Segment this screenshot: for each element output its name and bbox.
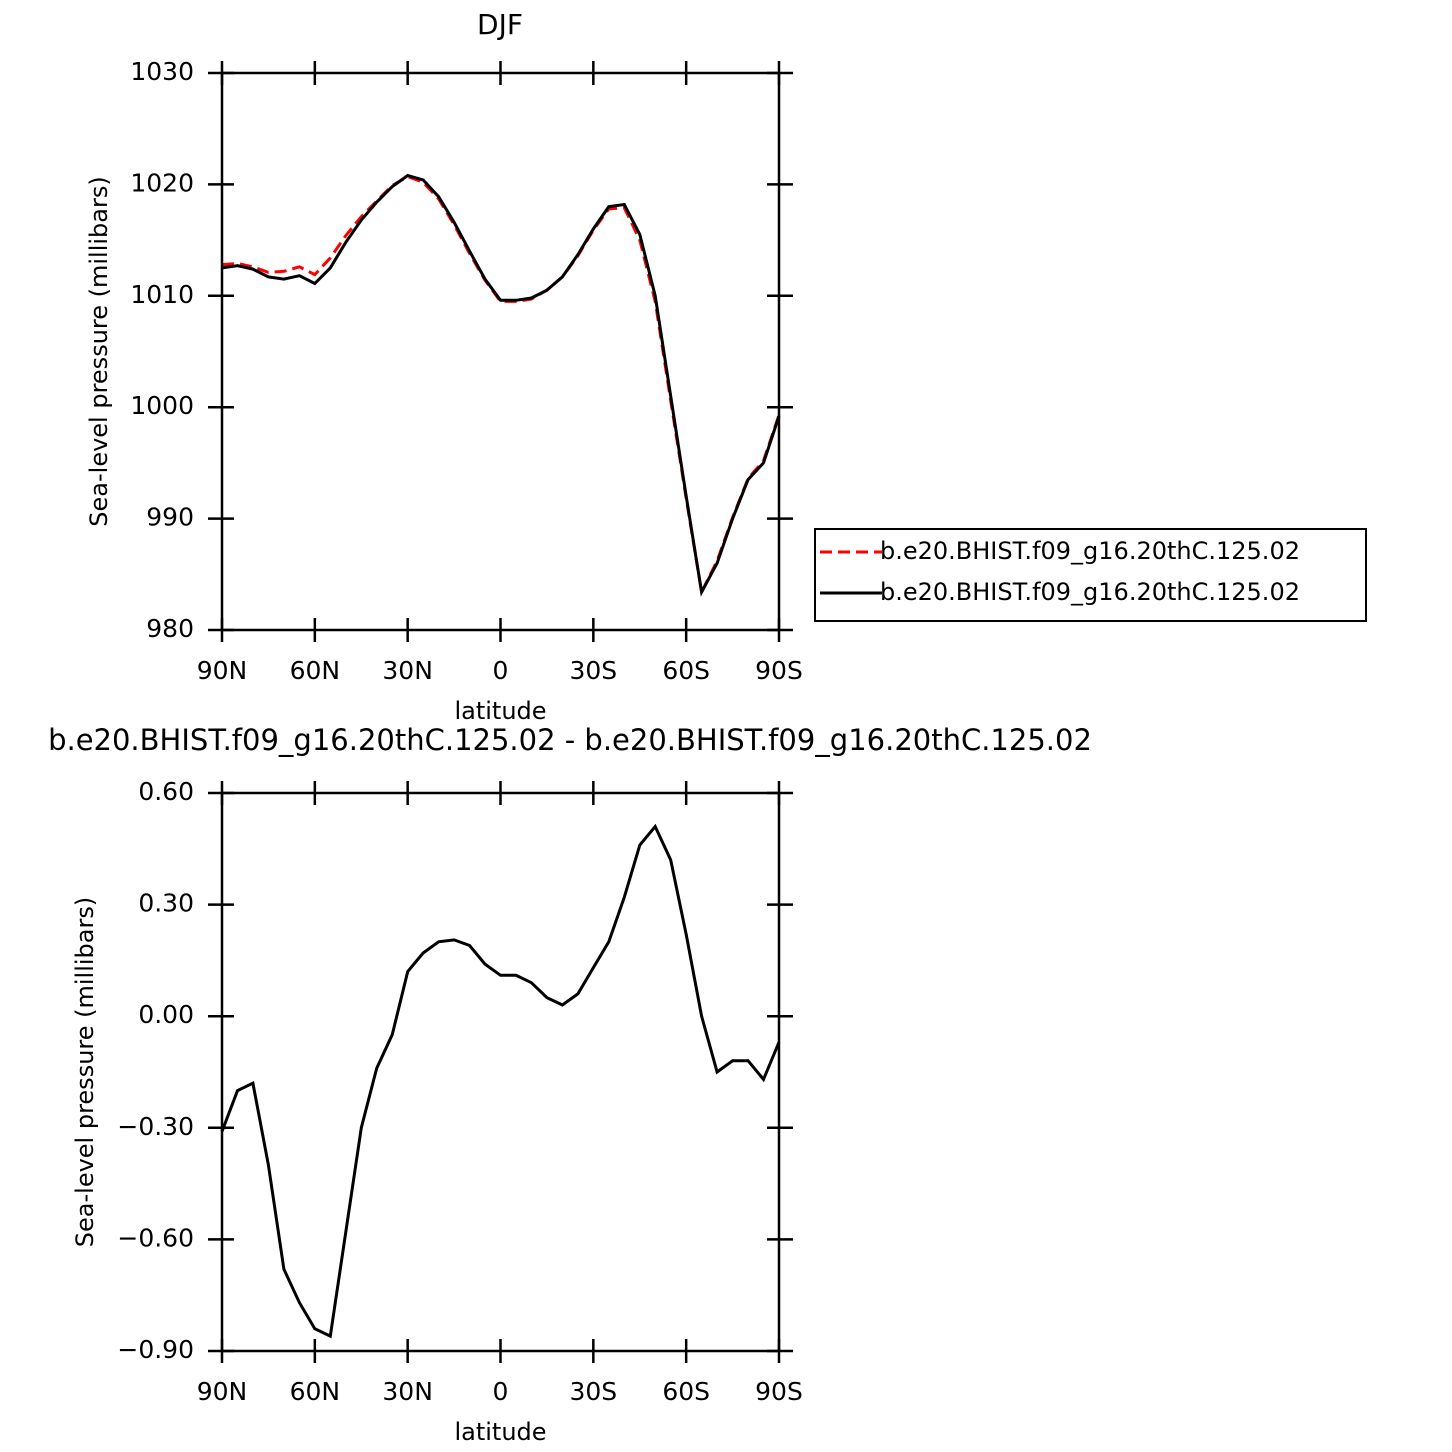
y-tick-label: 1030 xyxy=(130,57,194,86)
legend-box xyxy=(814,528,1367,622)
x-tick-label: 60S xyxy=(662,656,710,685)
plot-frame xyxy=(220,71,781,632)
x-tick-label: 90S xyxy=(755,1377,803,1406)
data-line xyxy=(220,823,781,1339)
x-tick-label: 30S xyxy=(569,656,617,685)
x-tick-label: 90S xyxy=(755,656,803,685)
y-tick-label: 0.60 xyxy=(138,777,194,806)
y-tick-label: −0.60 xyxy=(117,1223,194,1252)
data-line xyxy=(221,173,781,597)
y-tick-label: 1020 xyxy=(130,168,194,197)
x-tick-label: 90N xyxy=(197,1377,248,1406)
x-tick-label: 30S xyxy=(569,1377,617,1406)
x-tick-label: 60N xyxy=(290,1377,341,1406)
x-tick-label: 90N xyxy=(197,656,248,685)
x-tick-label: 0 xyxy=(493,1377,509,1406)
x-tick-label: 30N xyxy=(382,1377,433,1406)
y-tick-label: 1000 xyxy=(130,391,194,420)
x-tick-label: 30N xyxy=(382,656,433,685)
y-axis-label: Sea-level pressure (millibars) xyxy=(85,176,113,526)
y-tick-label: 1010 xyxy=(130,280,194,309)
y-tick-label: 980 xyxy=(146,614,194,643)
y-tick-label: −0.30 xyxy=(117,1112,194,1141)
x-tick-label: 0 xyxy=(493,656,509,685)
plot-frame xyxy=(220,791,781,1353)
x-tick-label: 60S xyxy=(662,1377,710,1406)
y-tick-label: 0.30 xyxy=(138,889,194,918)
legend-label: b.e20.BHIST.f09_g16.20thC.125.02 xyxy=(880,578,1300,606)
legend-label: b.e20.BHIST.f09_g16.20thC.125.02 xyxy=(880,537,1300,565)
y-tick-label: 990 xyxy=(146,503,194,532)
chart-title: DJF xyxy=(477,8,523,41)
y-tick-label: 0.00 xyxy=(138,1000,194,1029)
y-tick-label: −0.90 xyxy=(117,1335,194,1364)
x-tick-label: 60N xyxy=(290,656,341,685)
chart-title: b.e20.BHIST.f09_g16.20thC.125.02 - b.e20… xyxy=(48,723,1092,757)
data-line xyxy=(221,174,781,597)
x-axis-label: latitude xyxy=(454,1418,546,1446)
y-axis-label: Sea-level pressure (millibars) xyxy=(71,897,99,1247)
x-axis-label: latitude xyxy=(454,697,546,725)
